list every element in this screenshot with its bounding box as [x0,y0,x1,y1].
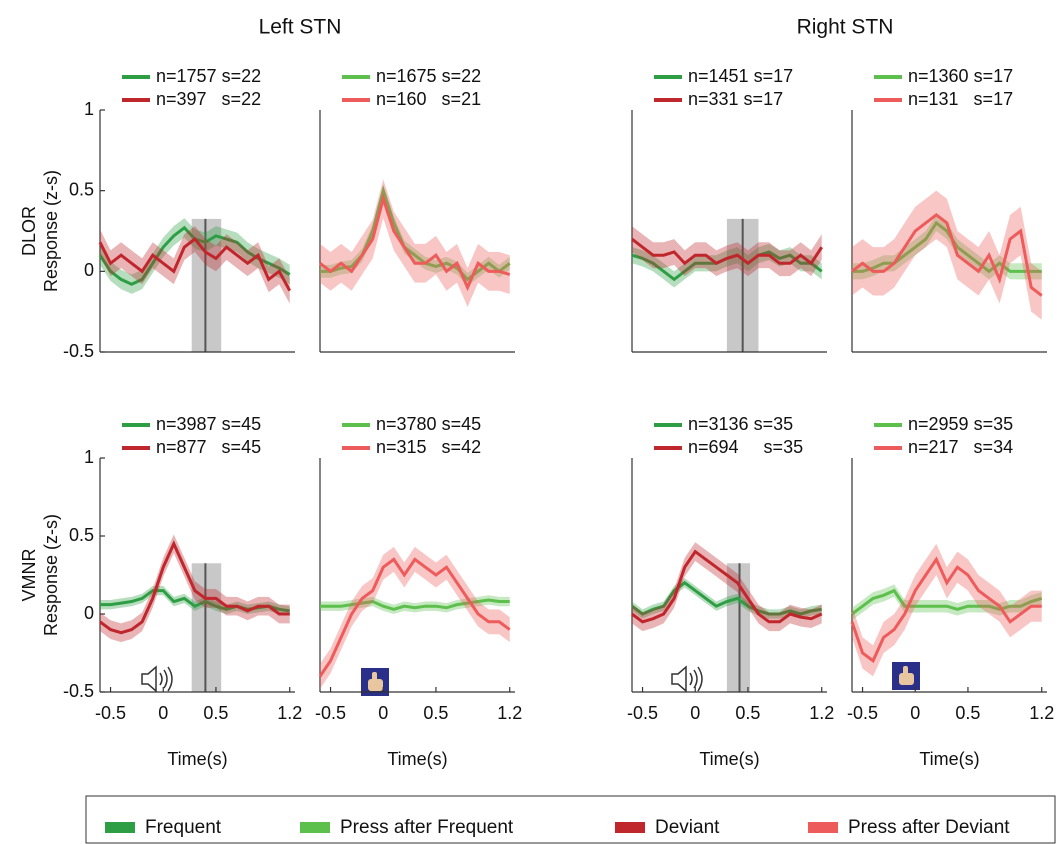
press-icon [892,662,920,690]
series-line [851,212,1043,297]
reaction-time-band [191,563,222,692]
x-tick-label: -0.5 [847,703,878,723]
legend-label: Press after Frequent [340,817,514,838]
x-tick-label: 1.2 [277,703,302,723]
series-annotation: n=331 s=17 [688,89,783,109]
y-tick-label: 0.5 [69,525,94,545]
series-annotation: n=1360 s=17 [908,66,1013,86]
series-annotation: n=1451 s=17 [688,66,793,86]
column-title: Right STN [797,16,894,39]
legend-label: Deviant [655,817,720,838]
series-annotation: n=160 s=21 [376,89,481,109]
x-tick-label: -0.5 [627,703,658,723]
error-band [320,546,510,689]
series-line [319,193,511,292]
x-axis-label: Time(s) [699,749,759,769]
series-line [631,549,823,624]
series-annotation: n=217 s=34 [908,437,1013,457]
x-tick-label: 0 [690,703,700,723]
y-axis-label: Response (z-s) [41,514,61,636]
series-annotation: n=877 s=45 [156,437,261,457]
y-axis-label: Response (z-s) [41,170,61,292]
series-annotation: n=2959 s=35 [908,414,1013,434]
x-axis-label: Time(s) [387,749,447,769]
y-tick-label: 0.5 [69,179,94,199]
legend-label: Frequent [145,817,222,838]
legend-swatch [300,822,330,833]
x-tick-label: 0 [158,703,168,723]
y-tick-label: -0.5 [63,341,94,361]
error-band [852,214,1042,280]
series-line [98,236,292,292]
x-tick-label: 0.5 [203,703,228,723]
y-tick-label: 1 [84,99,94,119]
x-tick-label: 0 [910,703,920,723]
error-band [100,226,290,304]
series-annotation: n=3987 s=45 [156,414,261,434]
x-tick-label: 0.5 [735,703,760,723]
series-annotation: n=397 s=22 [156,89,261,109]
y-tick-label: 0 [84,603,94,623]
y-tick-label: -0.5 [63,681,94,701]
error-band [632,226,822,277]
series-annotation: n=131 s=17 [908,89,1013,109]
series-line [631,580,822,616]
x-tick-label: 1.2 [497,703,522,723]
legend-swatch [808,822,838,833]
legend-box [85,795,1056,844]
series-line [320,185,511,282]
x-tick-label: -0.5 [315,703,346,723]
x-tick-label: -0.5 [95,703,126,723]
legend-label: Press after Deviant [848,817,1010,838]
series-annotation: n=1675 s=22 [376,66,481,86]
x-tick-label: 0.5 [955,703,980,723]
error-band [852,190,1042,320]
series-annotation: n=3136 s=35 [688,414,793,434]
y-axis-label: VMNR [19,549,39,602]
error-band [320,179,510,307]
speaker-icon [141,665,173,693]
y-axis-label: DLOR [19,206,39,256]
series-line [851,588,1043,616]
series-line [631,237,823,266]
error-band [852,584,1042,621]
series-line [99,540,290,635]
speaker-icon [671,665,703,693]
series-line [852,220,1042,274]
legend-swatch [615,822,645,833]
series-line [850,556,1042,664]
x-axis-label: Time(s) [919,749,979,769]
x-tick-label: 1.2 [1029,703,1054,723]
press-icon [361,668,389,696]
error-band [320,595,510,614]
x-tick-label: 0 [378,703,388,723]
series-annotation: n=3780 s=45 [376,414,481,434]
legend-swatch [105,822,135,833]
error-band [100,218,290,294]
column-title: Left STN [259,16,342,39]
series-annotation: n=694 s=35 [688,437,803,457]
x-tick-label: 1.2 [809,703,834,723]
series-line [320,598,510,611]
series-annotation: n=315 s=42 [376,437,481,457]
y-tick-label: 0 [84,260,94,280]
series-annotation: n=1757 s=22 [156,66,261,86]
error-band [632,542,822,632]
y-tick-label: 1 [84,447,94,467]
x-tick-label: 0.5 [423,703,448,723]
series-line [318,557,511,678]
x-axis-label: Time(s) [167,749,227,769]
